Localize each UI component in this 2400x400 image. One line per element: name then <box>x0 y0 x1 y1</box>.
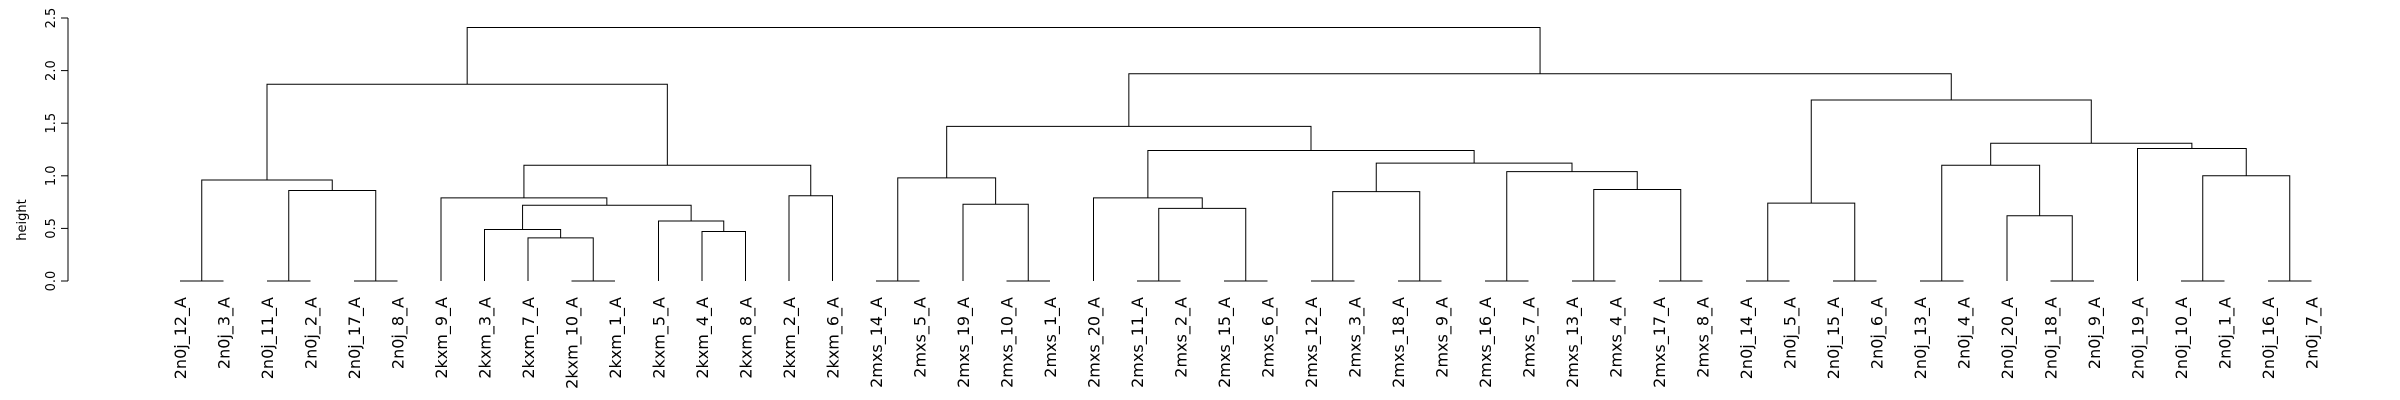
leaf-label: 2mxs_2_A <box>1172 297 1192 378</box>
leaf-label: 2n0j_6_A <box>1868 297 1888 369</box>
leaf-label: 2mxs_15_A <box>1215 297 1235 388</box>
leaf-label: 2mxs_6_A <box>1259 297 1279 378</box>
leaf-label: 2n0j_13_A <box>1911 297 1931 379</box>
leaf-label: 2mxs_7_A <box>1520 297 1540 378</box>
dendrogram-link <box>1147 150 1475 198</box>
y-tick-label: 1.0 <box>44 165 59 186</box>
dendrogram-link <box>946 125 1312 178</box>
leaf-label: 2n0j_19_A <box>2129 297 2149 379</box>
leaf-label: 2n0j_1_A <box>2216 297 2236 369</box>
leaf-label: 2mxs_20_A <box>1085 297 1105 388</box>
y-tick-label: 0.5 <box>44 218 59 239</box>
leaf-label: 2n0j_2_A <box>302 297 322 369</box>
leaf-label: 2kxm_3_A <box>476 297 496 379</box>
leaf-label: 2n0j_18_A <box>2042 297 2062 379</box>
dendrogram-link <box>466 26 1541 85</box>
y-tick-label: 2.0 <box>44 60 59 81</box>
leaf-label: 2n0j_17_A <box>345 297 365 379</box>
dendrogram-link <box>1158 207 1247 281</box>
dendrogram-link <box>527 237 594 281</box>
dendrogram-link <box>484 228 562 281</box>
dendrogram-link <box>962 203 1029 281</box>
dendrogram-link <box>658 220 725 281</box>
leaf-label: 2mxs_3_A <box>1346 297 1366 378</box>
dendrogram-link <box>788 195 833 281</box>
leaf-label: 2n0j_3_A <box>215 297 235 369</box>
leaf-label: 2n0j_7_A <box>2303 297 2323 369</box>
leaf-label: 2kxm_9_A <box>432 297 452 379</box>
dendrogram-link <box>440 197 608 281</box>
y-axis-label: height <box>15 199 30 240</box>
leaf-label: 2mxs_18_A <box>1389 297 1409 388</box>
leaf-label: 2kxm_5_A <box>650 297 670 379</box>
dendrogram-links <box>180 26 2312 282</box>
leaf-label: 2mxs_16_A <box>1476 297 1496 388</box>
leaf-label: 2n0j_4_A <box>1955 297 1975 369</box>
leaf-label: 2mxs_11_A <box>1128 297 1148 388</box>
dendrogram-link <box>1990 142 2193 166</box>
leaf-label: 2mxs_9_A <box>1433 297 1453 378</box>
dendrogram-link <box>1093 197 1203 281</box>
y-axis: 0.0 0.5 1.0 1.5 2.0 2.5 <box>44 8 69 292</box>
dendrogram-link <box>2202 175 2291 281</box>
dendrogram-link <box>2137 147 2247 281</box>
leaf-label: 2mxs_12_A <box>1302 297 1322 388</box>
leaf-label: 2mxs_13_A <box>1563 297 1583 388</box>
dendrogram-link <box>701 231 746 281</box>
leaf-label: 2n0j_5_A <box>1781 297 1801 369</box>
leaf-label: 2n0j_20_A <box>1998 297 2018 379</box>
leaf-label: 2kxm_4_A <box>693 297 713 379</box>
y-tick-label: 0.0 <box>44 271 59 292</box>
leaf-label: 2mxs_10_A <box>998 297 1018 388</box>
leaf-label: 2n0j_8_A <box>389 297 409 369</box>
dendrogram-link <box>1506 171 1638 281</box>
leaf-label: 2n0j_9_A <box>2085 297 2105 369</box>
dendrogram-link <box>1941 164 2041 281</box>
leaf-label: 2kxm_1_A <box>606 297 626 379</box>
leaf-label: 2mxs_4_A <box>1607 297 1627 378</box>
dendrogram-link <box>1593 188 1682 281</box>
dendrogram-link <box>523 164 812 198</box>
y-tick-label: 1.5 <box>44 113 59 134</box>
leaf-label: 2mxs_17_A <box>1650 297 1670 388</box>
leaf-label: 2n0j_15_A <box>1824 297 1844 379</box>
leaf-label: 2mxs_14_A <box>867 297 887 388</box>
leaf-label: 2n0j_11_A <box>258 297 278 379</box>
dendrogram-link <box>1332 191 1421 281</box>
leaf-label: 2n0j_14_A <box>1737 297 1757 379</box>
leaf-labels: 2n0j_12_A 2n0j_3_A 2n0j_11_A 2n0j_2_A 2n0j_1… <box>171 297 2323 389</box>
leaf-label: 2kxm_7_A <box>519 297 539 379</box>
dendrogram-link <box>522 204 692 230</box>
dendrogram-link <box>288 190 377 281</box>
dendrogram-link <box>2006 215 2073 281</box>
dendrogram-link <box>897 177 997 281</box>
leaf-label: 2kxm_8_A <box>737 297 757 379</box>
leaf-label: 2kxm_6_A <box>824 297 844 379</box>
leaf-label: 2n0j_12_A <box>171 297 191 379</box>
dendrogram-link <box>1767 202 1856 281</box>
dendrogram-link <box>1375 162 1573 192</box>
dendrogram-link <box>1810 99 2092 204</box>
leaf-label: 2kxm_2_A <box>780 297 800 379</box>
leaf-label: 2n0j_16_A <box>2259 297 2279 379</box>
leaf-label: 2mxs_5_A <box>911 297 931 378</box>
y-tick-label: 2.5 <box>44 8 59 29</box>
leaf-label: 2n0j_10_A <box>2172 297 2192 379</box>
leaf-label: 2mxs_1_A <box>1041 297 1061 378</box>
dendrogram-link <box>201 179 333 281</box>
leaf-label: 2mxs_19_A <box>954 297 974 388</box>
leaf-label: 2mxs_8_A <box>1694 297 1714 378</box>
leaf-label: 2kxm_10_A <box>563 297 583 389</box>
